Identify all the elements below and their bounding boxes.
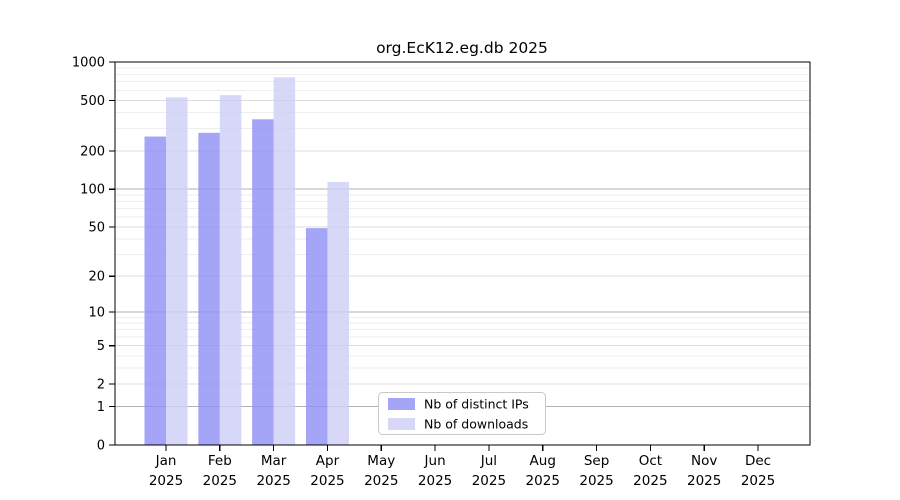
bar-downloads (273, 77, 296, 445)
x-tick-label-year: 2025 (633, 473, 667, 489)
bar-distinct-ips (198, 132, 220, 445)
x-tick-label-year: 2025 (579, 473, 613, 489)
bar-downloads (327, 181, 349, 446)
y-tick-label: 1 (97, 400, 105, 415)
x-tick-label-month: Apr (316, 453, 340, 469)
x-tick-label-month: Nov (691, 453, 717, 469)
x-tick-label-year: 2025 (310, 473, 344, 489)
x-tick-label-month: May (367, 453, 395, 469)
y-tick-label: 10 (88, 306, 105, 321)
x-tick-label-month: Dec (745, 453, 771, 469)
legend-swatch-downloads (388, 418, 415, 430)
x-tick-label-year: 2025 (687, 473, 721, 489)
y-tick-label: 50 (88, 221, 105, 236)
x-tick-label-month: Feb (208, 453, 232, 469)
x-tick-label-month: Aug (530, 453, 556, 469)
x-tick-label-month: Jan (155, 453, 177, 469)
x-tick-label-year: 2025 (256, 473, 290, 489)
y-tick-label: 20 (88, 270, 105, 285)
bar-downloads (219, 95, 242, 446)
y-tick-label: 5 (97, 339, 105, 354)
x-tick-label-year: 2025 (741, 473, 775, 489)
y-tick-label: 1000 (72, 56, 105, 71)
bar-distinct-ips (144, 136, 166, 445)
x-tick-label-month: Oct (639, 453, 662, 469)
legend: Nb of distinct IPs Nb of downloads (378, 392, 546, 435)
y-tick-label: 100 (80, 183, 105, 198)
x-tick-label-year: 2025 (149, 473, 183, 489)
bar-distinct-ips (252, 119, 274, 445)
y-tick-label: 2 (97, 378, 105, 393)
axis-spines (114, 61, 811, 446)
x-tick-label-year: 2025 (472, 473, 506, 489)
x-tick-label-month: Sep (584, 453, 609, 469)
legend-label-distinct-ips: Nb of distinct IPs (424, 397, 529, 412)
x-tick-label-month: Jul (480, 453, 497, 469)
y-tick-label: 500 (80, 94, 105, 109)
legend-box (378, 392, 546, 435)
x-tick-label-year: 2025 (364, 473, 398, 489)
x-tick-label-year: 2025 (526, 473, 560, 489)
legend-label-downloads: Nb of downloads (424, 417, 528, 432)
legend-swatch-distinct-ips (388, 398, 415, 410)
x-tick-label-month: Mar (261, 453, 287, 469)
bar-downloads (166, 97, 188, 445)
y-tick-label: 0 (97, 439, 105, 454)
chart-title: org.EcK12.eg.db 2025 (376, 39, 548, 57)
x-tick-label-month: Jun (424, 453, 446, 469)
plot-area: 10005002001005020105210Jan2025Feb2025Mar… (72, 56, 811, 489)
x-tick-label-year: 2025 (418, 473, 452, 489)
bar-distinct-ips (305, 228, 328, 445)
x-tick-label-year: 2025 (203, 473, 237, 489)
y-tick-label: 200 (80, 145, 105, 160)
